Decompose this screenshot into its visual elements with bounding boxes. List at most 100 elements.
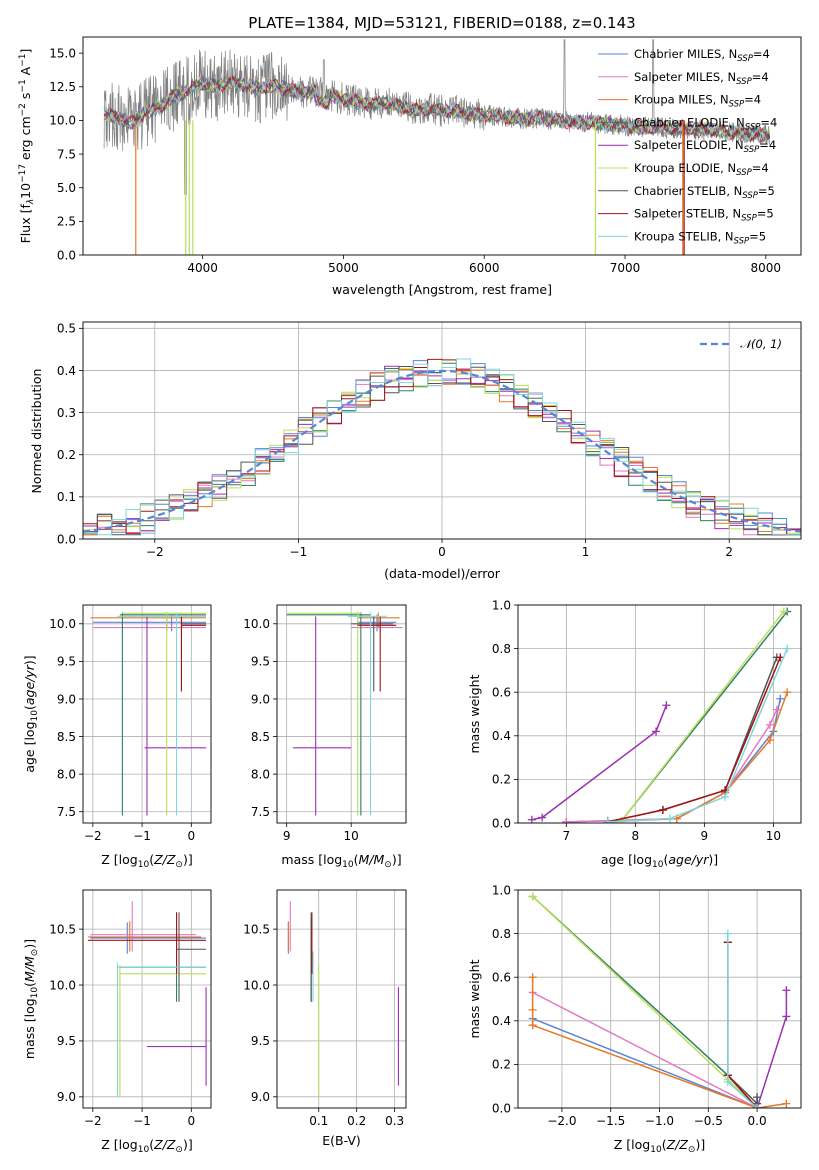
mass-weight-marker — [776, 694, 785, 703]
mass-vs-Z-axes: −2 −1 0 9.0 9.5 10.0 10.5 Z [log10(Z/Z⊙)] mass [… — [22, 889, 212, 1155]
x-axis-label: age [log10(age/yr)] — [601, 852, 718, 870]
x-axis-label: E(B-V) — [322, 1133, 361, 1148]
y-tick-label: 9.5 — [57, 1034, 76, 1048]
mass-weight-line — [607, 657, 778, 823]
mass-weight-marker — [528, 973, 537, 982]
y-axis-label: mass weight — [467, 959, 482, 1038]
spectrum-legend: Chabrier MILES, NSSP=4 Salpeter MILES, NS… — [598, 47, 777, 246]
x-tick-label: 0.0 — [748, 1114, 767, 1128]
age-vs-Z-frame — [82, 604, 212, 824]
y-tick-label: 5.0 — [57, 181, 76, 195]
residual-histogram — [83, 358, 801, 536]
y-tick-label: 12.5 — [49, 80, 76, 94]
model-spectrum-line — [103, 75, 771, 143]
y-tick-label: 9.5 — [251, 655, 270, 669]
y-tick-label: 0.8 — [492, 927, 511, 941]
legend-entry: Kroupa STELIB, NSSP=5 — [634, 229, 766, 246]
mass-vs-Z-plot-area — [87, 901, 207, 1097]
mass-weight-marker — [528, 892, 537, 901]
x-tick-label: 0 — [187, 1114, 195, 1128]
mass-weight-line — [532, 895, 758, 1108]
y-tick-label: 9.5 — [57, 655, 76, 669]
mass-weight-marker — [665, 814, 674, 823]
y-tick-label: 0.4 — [57, 364, 76, 378]
weight-vs-age-frame — [517, 604, 802, 824]
mass-vs-Z-frame — [82, 889, 212, 1109]
y-tick-label: 10.5 — [49, 922, 76, 936]
y-tick-label: 0.0 — [57, 248, 76, 262]
mass-weight-line — [756, 990, 788, 1108]
x-axis-label: Z [log10(Z/Z⊙)] — [614, 1137, 705, 1155]
weight-vs-age-plot-area — [527, 607, 792, 823]
mass-weight-marker — [765, 720, 774, 729]
mass-weight-line — [607, 648, 788, 823]
legend-entry: Chabrier ELODIE, NSSP=4 — [634, 115, 777, 132]
y-tick-label: 9.0 — [57, 692, 76, 706]
legend-entry: Kroupa ELODIE, NSSP=4 — [634, 161, 769, 178]
residuals-frame — [82, 321, 802, 540]
spectrum-axes: 4000 5000 6000 7000 8000 0.0 2.5 5.0 7.5 10.0 12.5… — [18, 36, 802, 297]
mass-weight-marker — [783, 688, 792, 697]
mass-weight-marker — [772, 705, 781, 714]
age-vs-mass-axes: 9 10 7.5 8.0 8.5 9.0 9.5 10.0 mass [log10(M/M⊙)] — [243, 604, 407, 870]
x-tick-label: 2 — [725, 545, 733, 559]
x-tick-label: 0.2 — [347, 1114, 366, 1128]
y-tick-label: 0.0 — [492, 816, 511, 830]
figure-title: PLATE=1384, MJD=53121, FIBERID=0188, z=0… — [248, 14, 635, 32]
x-tick-label: 10 — [344, 829, 359, 843]
mass-weight-marker — [783, 644, 792, 653]
x-tick-label: 0.1 — [309, 1114, 328, 1128]
x-tick-label: 10 — [766, 829, 781, 843]
weight-vs-Z-plot-area — [528, 892, 791, 1108]
x-tick-label: 0.3 — [385, 1114, 404, 1128]
mass-weight-marker — [652, 727, 661, 736]
y-tick-label: 0.4 — [492, 729, 511, 743]
residuals-axes: −2 −1 0 1 2 0.0 0.1 0.2 0.3 0.4 0.5 𝒩(0, 1) (data-mo… — [29, 321, 802, 581]
observed-spectrum-line — [103, 39, 771, 195]
x-tick-label: −1 — [290, 545, 308, 559]
y-tick-label: 0.8 — [492, 642, 511, 656]
x-tick-label: −2 — [146, 545, 164, 559]
x-tick-label: 4000 — [187, 261, 218, 275]
mass-weight-marker — [723, 1077, 732, 1086]
weight-vs-Z-frame — [517, 889, 802, 1109]
y-tick-label: 10.0 — [243, 617, 270, 631]
y-axis-label: Flux [fλ10−17 erg cm−2 s−1 A−1] — [18, 49, 36, 244]
x-tick-label: 7000 — [610, 261, 641, 275]
model-spectrum-line — [103, 74, 770, 144]
y-tick-label: 0.0 — [57, 532, 76, 546]
legend-entry: Chabrier MILES, NSSP=4 — [634, 47, 770, 64]
mass-weight-marker — [721, 792, 730, 801]
y-tick-label: 0.6 — [492, 971, 511, 985]
age-vs-Z-plot-area — [90, 611, 207, 816]
mass-weight-marker — [753, 1104, 762, 1108]
y-tick-label: 8.5 — [57, 730, 76, 744]
x-axis-label: Z [log10(Z/Z⊙)] — [101, 852, 192, 870]
y-tick-label: 10.0 — [49, 114, 76, 128]
x-tick-label: −2 — [84, 1114, 102, 1128]
weight-vs-age-axes: 7 8 9 10 0.0 0.2 0.4 0.6 0.8 1.0 age [log10(age/yr… — [467, 598, 802, 870]
y-tick-label: 9.0 — [251, 692, 270, 706]
y-tick-label: 2.5 — [57, 215, 76, 229]
mass-weight-marker — [782, 1012, 791, 1021]
y-tick-label: 0.4 — [492, 1014, 511, 1028]
x-axis-label: Z [log10(Z/Z⊙)] — [101, 1137, 192, 1155]
age-vs-Z-axes: −2 −1 0 7.5 8.0 8.5 9.0 9.5 10.0 Z [log10(Z/Z⊙)] a… — [22, 604, 212, 870]
x-tick-label: 6000 — [469, 261, 500, 275]
mass-weight-line — [532, 991, 758, 1108]
y-tick-label: 0.2 — [492, 1058, 511, 1072]
y-axis-label: age [log10(age/yr)] — [22, 655, 40, 772]
mass-weight-line — [566, 709, 778, 823]
x-tick-label: −1 — [133, 1114, 151, 1128]
y-tick-label: 8.5 — [251, 730, 270, 744]
mass-weight-line — [566, 698, 782, 823]
x-tick-label: 0 — [438, 545, 446, 559]
x-tick-label: −1 — [133, 829, 151, 843]
y-tick-label: 9.0 — [57, 1090, 76, 1104]
mass-weight-marker — [527, 815, 536, 823]
y-tick-label: 0.0 — [492, 1101, 511, 1115]
x-tick-label: 8 — [632, 829, 640, 843]
x-tick-label: −2.0 — [547, 1114, 576, 1128]
x-tick-label: −1.5 — [596, 1114, 625, 1128]
mass-weight-marker — [753, 1093, 762, 1102]
